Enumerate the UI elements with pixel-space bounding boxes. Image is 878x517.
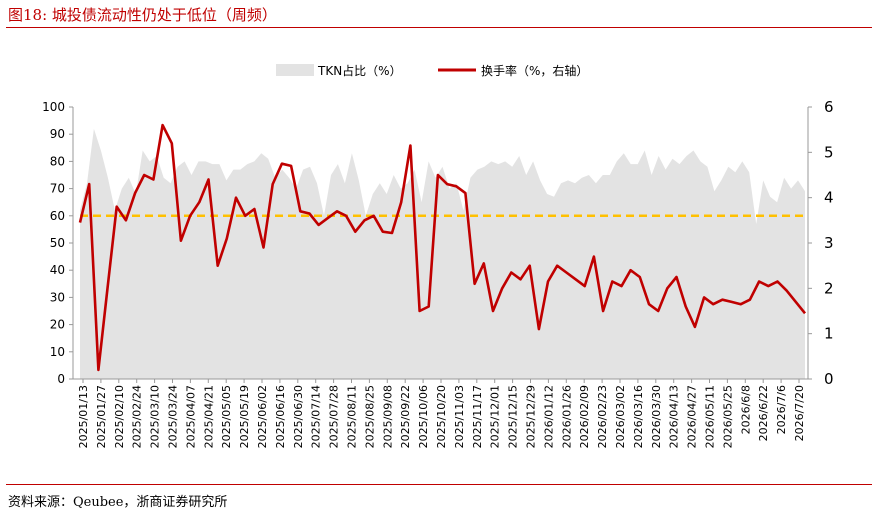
title-divider xyxy=(6,27,872,28)
x-tick-label: 2026/01/26 xyxy=(560,385,573,448)
x-tick-label: 2025/06/30 xyxy=(292,385,305,448)
right-tick-label: 3 xyxy=(824,234,834,252)
x-tick-label: 2025/03/10 xyxy=(149,385,162,448)
right-tick-label: 4 xyxy=(824,189,834,207)
left-tick-label: 100 xyxy=(42,100,65,114)
x-tick-label: 2025/02/24 xyxy=(131,385,144,448)
legend-area-swatch xyxy=(276,64,314,76)
x-tick-label: 2025/05/19 xyxy=(238,385,251,448)
turnover-rate-line xyxy=(78,123,807,372)
source-divider xyxy=(6,484,872,485)
left-tick-label: 10 xyxy=(50,345,65,359)
legend: TKN占比（%） 换手率（%，右轴） xyxy=(276,63,588,78)
x-tick-label: 2025/04/07 xyxy=(184,385,197,448)
x-tick-label: 2025/02/10 xyxy=(113,385,126,448)
right-tick-label: 0 xyxy=(824,370,834,388)
left-tick-label: 70 xyxy=(50,182,65,196)
left-tick-label: 30 xyxy=(50,290,65,304)
x-tick-label: 2026/04/13 xyxy=(668,385,681,448)
x-tick-label: 2026/02/23 xyxy=(596,385,609,448)
x-tick-label: 2026/7/20 xyxy=(793,385,806,441)
area-series-layer xyxy=(80,128,805,379)
left-tick-label: 60 xyxy=(50,209,65,223)
right-tick-label: 6 xyxy=(824,98,834,116)
x-tick-label: 2025/12/01 xyxy=(489,385,502,448)
x-tick-label: 2025/11/17 xyxy=(471,385,484,448)
left-tick-label: 20 xyxy=(50,318,65,332)
x-tick-label: 2026/03/02 xyxy=(614,385,627,448)
x-tick-label: 2026/03/30 xyxy=(650,385,663,448)
x-tick-label: 2025/04/21 xyxy=(202,385,215,448)
x-tick-label: 2026/7/6 xyxy=(775,385,788,434)
x-tick-label: 2025/05/05 xyxy=(220,385,233,448)
x-tick-label: 2025/10/20 xyxy=(435,385,448,448)
legend-line-label: 换手率（%，右轴） xyxy=(481,63,588,78)
x-tick-label: 2025/09/22 xyxy=(399,385,412,448)
x-tick-label: 2026/6/22 xyxy=(757,385,770,441)
x-tick-label: 2025/01/27 xyxy=(95,385,108,448)
axes: 0 10 20 30 40 50 60 70 80 90 100 0 1 2 3 4 5 6 2025/01/13 2… xyxy=(42,98,833,448)
right-tick-label: 2 xyxy=(824,279,834,297)
x-tick-label: 2025/08/25 xyxy=(363,385,376,448)
left-tick-label: 80 xyxy=(50,154,65,168)
left-tick-label: 40 xyxy=(50,263,65,277)
x-tick-label: 2026/04/27 xyxy=(686,385,699,448)
figure-title: 图18: 城投债流动性仍处于低位（周频） xyxy=(8,6,277,24)
x-tick-label: 2025/08/11 xyxy=(346,385,359,448)
tkn-share-area xyxy=(80,128,805,379)
x-tick-label: 2025/03/24 xyxy=(167,385,180,448)
x-tick-label: 2026/01/12 xyxy=(542,385,555,448)
x-tick-label: 2025/12/29 xyxy=(525,385,538,448)
x-tick-label: 2025/11/03 xyxy=(453,385,466,448)
x-tick-label: 2026/02/09 xyxy=(578,385,591,448)
x-tick-label: 2025/10/06 xyxy=(417,385,430,448)
x-tick-label: 2026/6/8 xyxy=(739,385,752,434)
line-series-layer xyxy=(78,123,807,372)
x-tick-label: 2025/07/14 xyxy=(310,385,323,448)
right-tick-label: 5 xyxy=(824,143,834,161)
left-tick-label: 50 xyxy=(50,236,65,250)
right-tick-label: 1 xyxy=(824,325,834,343)
x-tick-label: 2025/07/28 xyxy=(328,385,341,448)
x-tick-label: 2025/06/16 xyxy=(274,385,287,448)
x-tick-label: 2026/05/25 xyxy=(721,385,734,448)
left-tick-label: 90 xyxy=(50,127,65,141)
x-tick-label: 2026/05/11 xyxy=(704,385,717,448)
legend-area-label: TKN占比（%） xyxy=(317,63,402,78)
x-tick-label: 2026/03/16 xyxy=(632,385,645,448)
x-tick-label: 2025/01/13 xyxy=(77,385,90,448)
x-tick-label: 2025/09/08 xyxy=(381,385,394,448)
x-tick-label: 2025/12/15 xyxy=(507,385,520,448)
x-tick-label: 2025/06/02 xyxy=(256,385,269,448)
left-tick-label: 0 xyxy=(57,372,65,386)
source-note: 资料来源：Qeubee，浙商证券研究所 xyxy=(8,495,228,510)
